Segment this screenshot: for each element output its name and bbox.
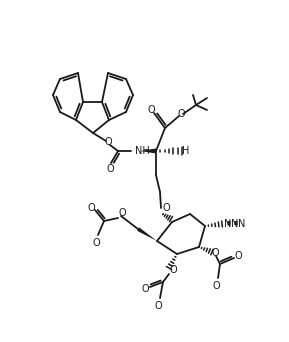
- Polygon shape: [140, 148, 156, 154]
- Text: O: O: [104, 137, 112, 147]
- Text: O: O: [147, 105, 155, 115]
- Text: N: N: [238, 219, 245, 229]
- Text: O: O: [87, 203, 95, 213]
- Text: H: H: [182, 146, 190, 156]
- Text: NH: NH: [135, 146, 150, 156]
- Text: O: O: [106, 164, 114, 174]
- Text: O: O: [177, 109, 185, 119]
- Text: O: O: [162, 203, 170, 213]
- Text: O: O: [211, 248, 219, 258]
- Text: O: O: [212, 281, 220, 291]
- Text: O: O: [169, 265, 177, 275]
- Polygon shape: [137, 227, 157, 241]
- Text: O: O: [234, 251, 242, 261]
- Text: N: N: [231, 219, 238, 229]
- Text: O: O: [154, 301, 162, 311]
- Text: O: O: [92, 238, 100, 248]
- Text: O: O: [118, 208, 126, 218]
- Text: N: N: [224, 219, 231, 229]
- Text: O: O: [141, 284, 149, 294]
